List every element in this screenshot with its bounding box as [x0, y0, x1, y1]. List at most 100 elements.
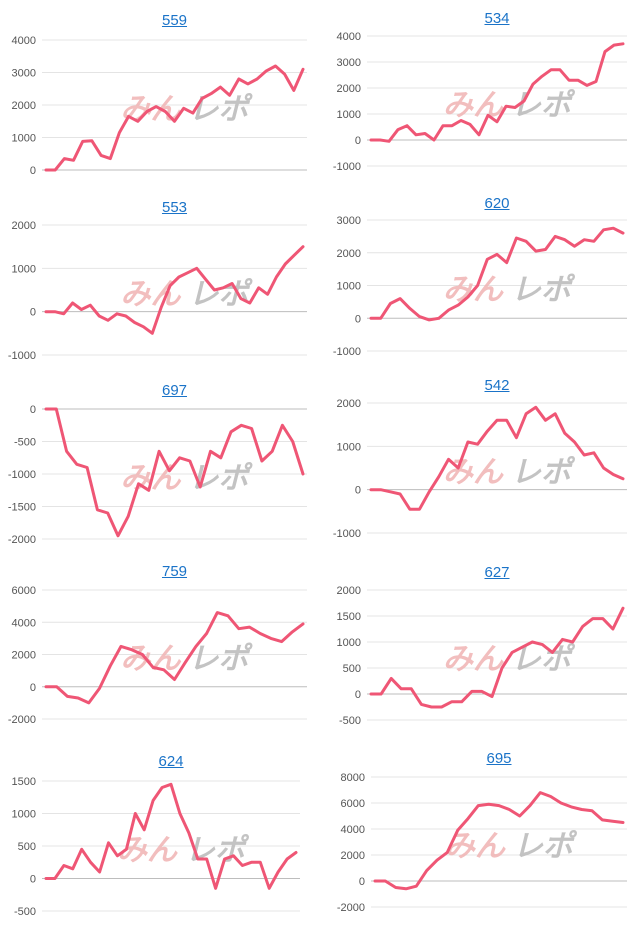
data-point — [286, 858, 288, 860]
data-point — [268, 887, 270, 889]
data-point — [45, 877, 47, 879]
data-point — [206, 858, 208, 860]
data-point — [89, 861, 91, 863]
series-line — [44, 245, 305, 335]
data-point — [259, 861, 261, 863]
data-point — [415, 885, 417, 887]
y-tick-label: -1000 — [8, 469, 36, 481]
y-tick-label: -2000 — [8, 534, 36, 546]
watermark-logo: みん レポ — [121, 642, 254, 677]
data-point — [277, 871, 279, 873]
data-point — [161, 786, 163, 788]
y-tick-label: 1000 — [337, 109, 361, 121]
data-point — [591, 810, 593, 812]
data-point — [72, 868, 74, 870]
y-tick-label: -500 — [14, 906, 36, 918]
y-tick-label: -2000 — [337, 902, 365, 914]
svg-text:レポ: レポ — [511, 88, 576, 123]
y-tick-label: 0 — [355, 135, 361, 147]
y-tick-label: 4000 — [337, 31, 361, 43]
chart-title-link[interactable]: 553 — [161, 199, 188, 216]
data-point — [611, 820, 613, 822]
y-tick-label: -1000 — [333, 528, 361, 540]
series-line — [44, 782, 298, 890]
chart-title-link[interactable]: 559 — [161, 12, 188, 29]
svg-text:レポ: レポ — [511, 455, 576, 490]
svg-text:みん: みん — [443, 642, 504, 677]
data-point — [374, 880, 376, 882]
svg-text:みん: みん — [445, 829, 506, 864]
y-tick-label: 2000 — [12, 100, 36, 112]
chart-panel-534: 534 -1000 0 1000 2000 3000 4000 みん レポ — [320, 0, 640, 931]
svg-text:レポ: レポ — [189, 461, 254, 496]
line-chart: -1000 0 1000 2000 3000 4000 みん レポ — [333, 31, 627, 173]
y-tick-label: 1500 — [337, 611, 361, 623]
y-tick-label: 2000 — [337, 398, 361, 410]
data-point — [446, 851, 448, 853]
chart-title-link[interactable]: 624 — [158, 753, 184, 770]
data-point — [107, 842, 109, 844]
data-point — [223, 858, 225, 860]
y-tick-label: 3000 — [12, 68, 36, 80]
chart-title-link[interactable]: 620 — [484, 195, 510, 212]
y-tick-label: 3000 — [337, 215, 361, 227]
y-tick-label: 6000 — [341, 798, 365, 810]
data-point — [188, 832, 190, 834]
chart-panel-624: 624 -500 0 500 1000 1500 みん レポ — [12, 753, 300, 918]
chart-title-link[interactable]: 695 — [486, 750, 512, 767]
y-tick-label: 1000 — [12, 133, 36, 145]
y-tick-label: -500 — [14, 437, 36, 449]
data-point — [477, 804, 479, 806]
data-point — [467, 817, 469, 819]
chart-panel-559: 559 0 1000 2000 3000 4000 みん レポ — [12, 12, 307, 177]
data-point — [295, 851, 297, 853]
data-point — [81, 848, 83, 850]
watermark-logo: みん レポ — [121, 277, 254, 312]
line-chart: -1000 0 1000 2000 みん レポ — [8, 220, 307, 362]
data-point — [518, 815, 520, 817]
y-tick-label: 0 — [30, 874, 36, 886]
y-tick-label: 0 — [30, 165, 36, 177]
series-line — [44, 64, 305, 172]
data-point — [143, 829, 145, 831]
data-point — [580, 808, 582, 810]
chart-title-link[interactable]: 534 — [484, 10, 510, 27]
data-point — [456, 829, 458, 831]
y-tick-label: 2000 — [341, 850, 365, 862]
data-point — [54, 877, 56, 879]
y-tick-label: 1000 — [12, 263, 36, 275]
data-point — [549, 795, 551, 797]
y-tick-label: 500 — [18, 841, 36, 853]
series-line — [369, 42, 625, 143]
data-point — [384, 880, 386, 882]
chart-title-link[interactable]: 542 — [484, 377, 510, 394]
data-point — [436, 859, 438, 861]
svg-text:レポ: レポ — [189, 277, 254, 312]
series-line — [369, 405, 625, 511]
chart-panel-697: 697 -2000 -1500 -1000 -500 0 みん レポ — [8, 382, 307, 546]
data-point — [570, 806, 572, 808]
series-line — [369, 606, 625, 709]
data-point — [394, 886, 396, 888]
chart-title-link[interactable]: 759 — [161, 563, 188, 580]
y-tick-label: 1500 — [12, 776, 36, 788]
data-point — [179, 812, 181, 814]
data-point — [498, 804, 500, 806]
watermark-logo: みん レポ — [443, 88, 576, 123]
y-tick-label: -1000 — [8, 350, 36, 362]
y-tick-label: 3000 — [337, 57, 361, 69]
data-point — [622, 821, 624, 823]
watermark-logo: みん レポ — [445, 829, 578, 864]
chart-panel-553: 553 -1000 0 1000 2000 みん レポ — [8, 199, 307, 362]
data-point — [214, 887, 216, 889]
chart-title-link[interactable]: 697 — [161, 382, 188, 399]
svg-text:レポ: レポ — [513, 829, 578, 864]
svg-text:レポ: レポ — [511, 273, 576, 308]
chart-title-link[interactable]: 627 — [484, 564, 510, 581]
y-tick-label: 0 — [359, 876, 365, 888]
data-point — [508, 808, 510, 810]
line-chart: -1000 0 1000 2000 みん レポ — [333, 398, 627, 540]
watermark-logo: みん レポ — [443, 455, 576, 490]
